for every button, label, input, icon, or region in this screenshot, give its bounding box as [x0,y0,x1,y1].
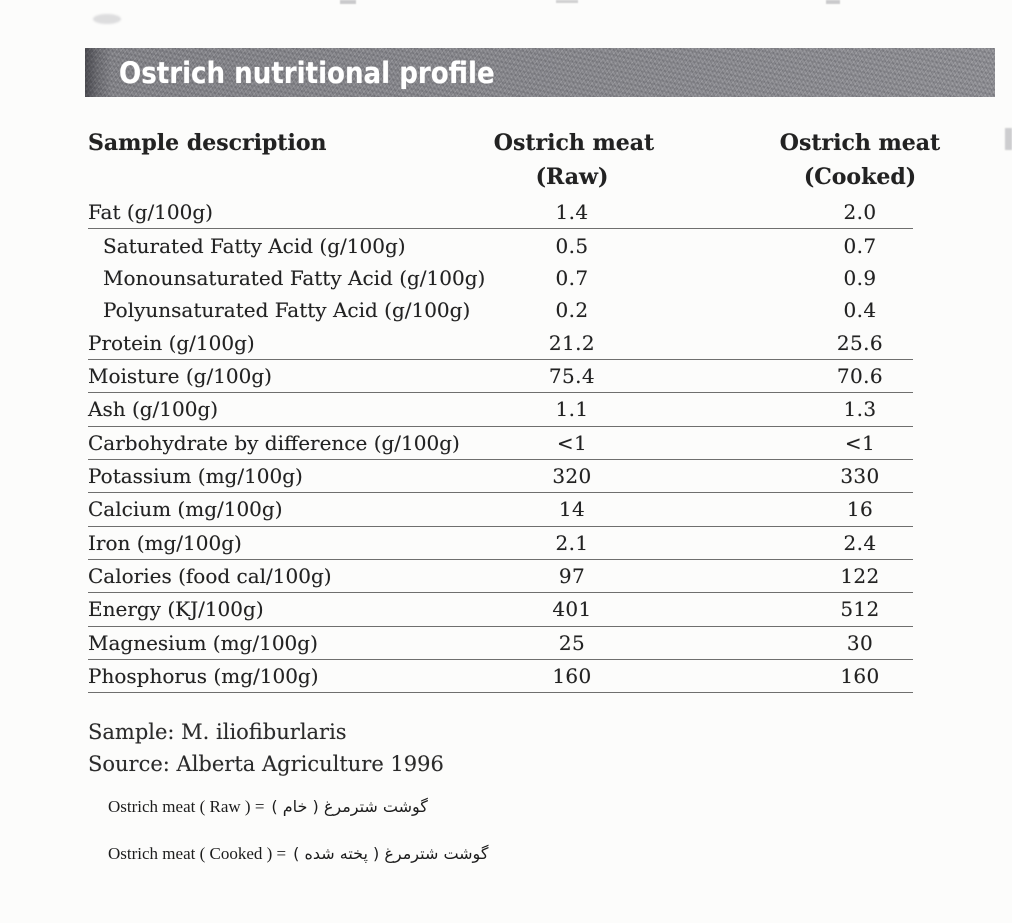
raw-value: 2.1 [555,530,589,555]
row-label: Potassium (mg/100g) [88,464,303,489]
table-row: Ash (g/100g) 1.1 1.3 [88,393,913,427]
raw-value: 97 [558,564,586,589]
raw-value: 0.2 [555,298,589,323]
scan-mark [826,0,840,4]
row-label: Fat (g/100g) [88,200,213,225]
table-row: Polyunsaturated Fatty Acid (g/100g) 0.2 0.… [88,294,913,326]
raw-value: 14 [558,497,586,522]
page-title: Ostrich nutritional profile [119,56,495,90]
table-row: Calories (food cal/100g) 97 122 [88,560,913,594]
cooked-value: 2.0 [843,200,877,225]
table-row: Fat (g/100g) 1.4 2.0 [88,196,913,230]
cooked-value: 1.3 [843,397,877,422]
title-banner: Ostrich nutritional profile [85,48,995,97]
raw-value: 1.1 [555,397,589,422]
legend-raw-latin: Ostrich meat ( Raw ) = [108,797,265,816]
cooked-value: 2.4 [843,530,877,555]
row-label: Energy (KJ/100g) [88,597,264,622]
column-header-raw-line1: Ostrich meat [493,130,655,156]
raw-value: 0.7 [555,265,589,290]
table-row: Calcium (mg/100g) 14 16 [88,493,913,527]
cooked-value: 330 [840,464,880,489]
scan-mark [1005,128,1012,150]
column-header-sample-description: Sample description [88,130,327,156]
row-label: Protein (g/100g) [88,330,255,355]
cooked-value: 0.9 [843,265,877,290]
table-row: Iron (mg/100g) 2.1 2.4 [88,527,913,560]
table-header: Sample description Ostrich meat (Raw) Os… [88,124,940,196]
cooked-value: 0.7 [843,233,877,258]
cooked-value: 16 [846,497,874,522]
column-header-raw-line2: (Raw) [535,164,609,190]
column-header-cooked-line2: (Cooked) [803,164,917,190]
table-body: Fat (g/100g) 1.4 2.0 Saturated Fatty Acid (… [88,196,913,694]
raw-value: 0.5 [555,233,589,258]
table-row: Phosphorus (mg/100g) 160 160 [88,660,913,694]
cooked-value: 512 [840,597,880,622]
table-row: Monounsaturated Fatty Acid (g/100g) 0.7 0.… [88,262,913,294]
nutrition-table: Sample description Ostrich meat (Raw) Os… [88,124,940,694]
table-row: Moisture (g/100g) 75.4 70.6 [88,360,913,394]
cooked-value: 70.6 [836,363,884,388]
raw-value: 320 [552,464,592,489]
legend-raw-farsi: گوشت شترمرغ ( خام ) [271,797,428,816]
column-header-cooked-line1: Ostrich meat [779,130,941,156]
cooked-value: 30 [846,630,874,655]
raw-value: 75.4 [548,363,596,388]
legend-cooked-latin: Ostrich meat ( Cooked ) = [108,844,287,863]
cooked-value: 25.6 [836,330,884,355]
raw-value: <1 [556,430,588,455]
row-label: Magnesium (mg/100g) [88,630,318,655]
cooked-value: <1 [844,430,876,455]
raw-value: 21.2 [548,330,596,355]
row-label: Ash (g/100g) [88,397,219,422]
table-row: Carbohydrate by difference (g/100g) <1 <1 [88,427,913,460]
row-label: Polyunsaturated Fatty Acid (g/100g) [103,298,471,323]
legend-cooked-farsi: گوشت شترمرغ ( پخته شده ) [293,844,489,863]
row-label: Carbohydrate by difference (g/100g) [88,430,460,455]
raw-value: 25 [558,630,586,655]
table-row: Potassium (mg/100g) 320 330 [88,460,913,494]
row-label: Saturated Fatty Acid (g/100g) [103,233,406,258]
raw-value: 1.4 [555,200,589,225]
legend-raw-translation: Ostrich meat ( Raw ) = گوشت شترمرغ ( خام … [108,797,428,817]
table-row: Energy (KJ/100g) 401 512 [88,593,913,627]
table-row: Saturated Fatty Acid (g/100g) 0.5 0.7 [88,229,913,261]
raw-value: 401 [552,597,592,622]
cooked-value: 160 [840,664,880,689]
raw-value: 160 [552,664,592,689]
sample-note: Sample: M. iliofiburlaris [88,720,347,744]
scan-smudge [93,14,121,24]
row-label: Calcium (mg/100g) [88,497,283,522]
scan-mark [556,0,578,3]
table-row: Protein (g/100g) 21.2 25.6 [88,326,913,360]
cooked-value: 122 [840,564,880,589]
row-label: Iron (mg/100g) [88,530,242,555]
scan-mark [340,0,356,4]
row-label: Phosphorus (mg/100g) [88,664,319,689]
row-label: Calories (food cal/100g) [88,564,332,589]
source-note: Source: Alberta Agriculture 1996 [88,752,444,776]
row-label: Moisture (g/100g) [88,363,272,388]
legend-cooked-translation: Ostrich meat ( Cooked ) = گوشت شترمرغ ( پ… [108,844,488,864]
table-row: Magnesium (mg/100g) 25 30 [88,627,913,661]
row-label: Monounsaturated Fatty Acid (g/100g) [103,265,486,290]
notes: Sample: M. iliofiburlaris Source: Albert… [88,716,444,780]
cooked-value: 0.4 [843,298,877,323]
